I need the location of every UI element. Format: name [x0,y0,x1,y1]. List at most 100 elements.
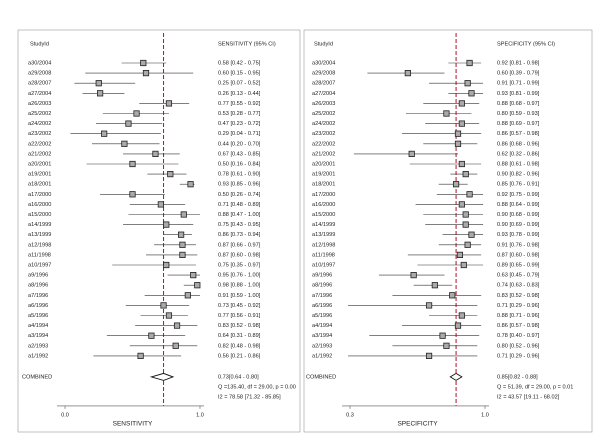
point-estimate [464,80,471,87]
point-estimate [460,261,467,269]
study-id: a29/2008 [28,71,51,77]
ci-label: 0.53 [0.28 - 0.77] [218,111,261,117]
ci-label: 0.73 [0.45 - 0.92] [218,303,261,309]
point-estimate [454,322,462,329]
study-id: a28/2007 [28,81,51,87]
study-id: a19/2001 [312,172,335,178]
point-estimate [167,170,174,178]
study-id: a27/2004 [28,91,51,97]
ci-label: 0.86 [0.68 - 0.96] [497,141,540,147]
ci-label: 0.90 [0.82 - 0.96] [497,172,540,178]
ci-label: 0.91 [0.76 - 0.98] [497,242,540,248]
study-id: a11/1998 [28,252,51,258]
id-header: StudyId [314,41,333,47]
point-estimate [184,292,191,299]
ci-label: 0.74 [0.63 - 0.83] [497,283,540,289]
ci-label: 0.92 [0.81 - 0.98] [497,60,540,66]
point-estimate [439,332,446,339]
ci-label: 0.83 [0.52 - 0.98] [218,323,261,329]
ci-label: 0.86 [0.57 - 0.98] [497,323,540,329]
ci-label: 0.60 [0.15 - 0.95] [218,71,261,77]
ci-label: 0.29 [0.04 - 0.71] [218,131,261,137]
ci-label: 0.75 [0.35 - 0.97] [218,262,261,268]
point-estimate [454,140,462,147]
point-estimate [179,251,186,258]
study-id: a9/1996 [312,273,332,279]
study-id: a28/2007 [312,81,335,87]
point-estimate [425,302,433,309]
ci-label: 0.71 [0.29 - 0.96] [497,353,540,359]
x-axis-title: SENSITIVITY [113,421,153,428]
point-estimate [452,181,460,188]
point-estimate [443,342,450,349]
ci-header: SPECIFICITY (95% CI) [497,41,555,47]
ci-label: 0.75 [0.43 - 0.95] [218,222,261,228]
study-id: a22/2002 [312,141,335,147]
ci-label: 0.88 [0.47 - 1.00] [218,212,261,218]
study-id: a21/2002 [28,151,51,157]
point-estimate [125,120,132,127]
study-id: a14/1999 [312,222,335,228]
point-estimate [97,90,104,97]
study-id: a10/1997 [312,262,335,268]
point-estimate [462,170,469,178]
point-estimate [101,130,108,137]
heterogeneity-stat: Q = 51.39, df = 29.00, p = 0.01 [497,384,573,390]
study-id: a24/2002 [312,121,335,127]
ci-label: 0.92 [0.75 - 0.99] [497,192,540,198]
point-estimate [404,70,411,77]
study-id: a8/1996 [28,283,48,289]
ci-label: 0.77 [0.55 - 0.92] [218,101,261,107]
ci-label: 0.85 [0.76 - 0.91] [497,182,540,188]
study-id: a13/1999 [312,232,335,238]
study-id: a6/1996 [28,303,48,309]
point-estimate [466,191,473,198]
study-id: a24/2002 [28,121,51,127]
point-estimate [137,352,144,360]
point-estimate [462,221,469,228]
ci-label: 0.56 [0.21 - 0.86] [218,353,261,359]
study-id: a15/2000 [28,212,51,218]
point-estimate [129,191,136,198]
study-id: a23/2002 [312,131,335,137]
study-id: a3/1994 [28,333,48,339]
ci-label: 0.88 [0.71 - 0.96] [497,313,540,319]
combined-ci-label: 0.73[0.64 - 0.80] [218,374,259,380]
point-estimate [454,130,462,137]
study-id: a12/1998 [312,242,335,248]
study-id: a16/2000 [312,202,335,208]
study-id: a4/1994 [28,323,48,329]
x-axis-title: SPECIFICITY [397,421,438,428]
point-estimate [165,312,173,319]
point-estimate [458,312,465,319]
point-estimate [449,292,456,299]
study-id: a18/2001 [312,182,335,188]
study-id: a26/2003 [28,101,51,107]
ci-label: 0.78 [0.40 - 0.97] [497,333,540,339]
ci-label: 0.77 [0.56 - 0.91] [218,313,261,319]
point-estimate [152,150,159,157]
point-estimate [142,70,150,77]
ci-label: 0.95 [0.76 - 1.00] [218,273,261,279]
ci-label: 0.88 [0.68 - 0.97] [497,101,540,107]
ci-label: 0.93 [0.78 - 0.99] [497,232,540,238]
x-tick-label: 0.3 [346,412,354,418]
point-estimate [95,80,102,87]
ci-label: 0.87 [0.60 - 0.98] [497,252,540,258]
ci-label: 0.98 [0.88 - 1.00] [218,283,261,289]
ci-label: 0.26 [0.13 - 0.44] [218,91,261,97]
study-id: a15/2000 [312,212,335,218]
ci-label: 0.58 [0.42 - 0.75] [218,60,261,66]
study-id: a21/2002 [312,151,335,157]
study-id: a2/1993 [28,343,48,349]
study-id: a11/1998 [312,252,335,258]
point-estimate [458,160,465,168]
study-id: a10/1997 [28,262,51,268]
study-id: a1/1992 [312,353,332,359]
study-id: a5/1996 [312,313,332,319]
study-id: a14/1999 [28,222,51,228]
study-id: a9/1996 [28,273,48,279]
point-estimate [194,282,201,289]
study-id: a29/2008 [312,71,335,77]
id-header: StudyId [30,41,49,47]
